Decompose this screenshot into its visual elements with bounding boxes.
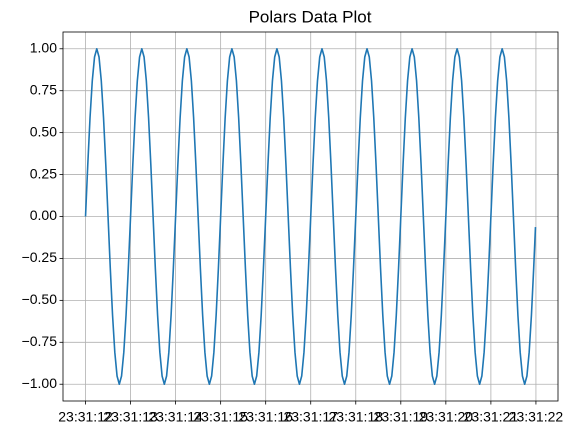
y-tick-label: 0.75	[30, 81, 57, 97]
plot-frame	[62, 31, 559, 402]
x-tick-label: 23:31:12	[58, 409, 113, 425]
y-tick-label: 0.50	[30, 123, 57, 139]
x-tick-label: 23:31:16	[238, 409, 293, 425]
y-tick-label: 0.25	[30, 165, 57, 181]
x-tick-label: 23:31:14	[148, 409, 203, 425]
x-tick-label: 23:31:20	[419, 409, 474, 425]
x-tick-label: 23:31:17	[283, 409, 338, 425]
data-line	[84, 47, 537, 386]
chart-title: Polars Data Plot	[249, 7, 372, 26]
y-tick-label: −1.00	[22, 375, 58, 391]
y-tick-label: 1.00	[30, 39, 57, 55]
x-tick-label: 23:31:18	[329, 409, 384, 425]
y-tick-label: −0.75	[22, 333, 58, 349]
y-tick-label: −0.25	[22, 249, 58, 265]
x-tick-label: 23:31:15	[193, 409, 248, 425]
x-tick-label: 23:31:19	[374, 409, 429, 425]
x-tick-label: 23:31:22	[509, 409, 564, 425]
y-tick-label: 0.00	[30, 207, 57, 223]
y-tick-label: −0.50	[22, 291, 58, 307]
x-tick-label: 23:31:21	[464, 409, 519, 425]
x-tick-label: 23:31:13	[103, 409, 158, 425]
